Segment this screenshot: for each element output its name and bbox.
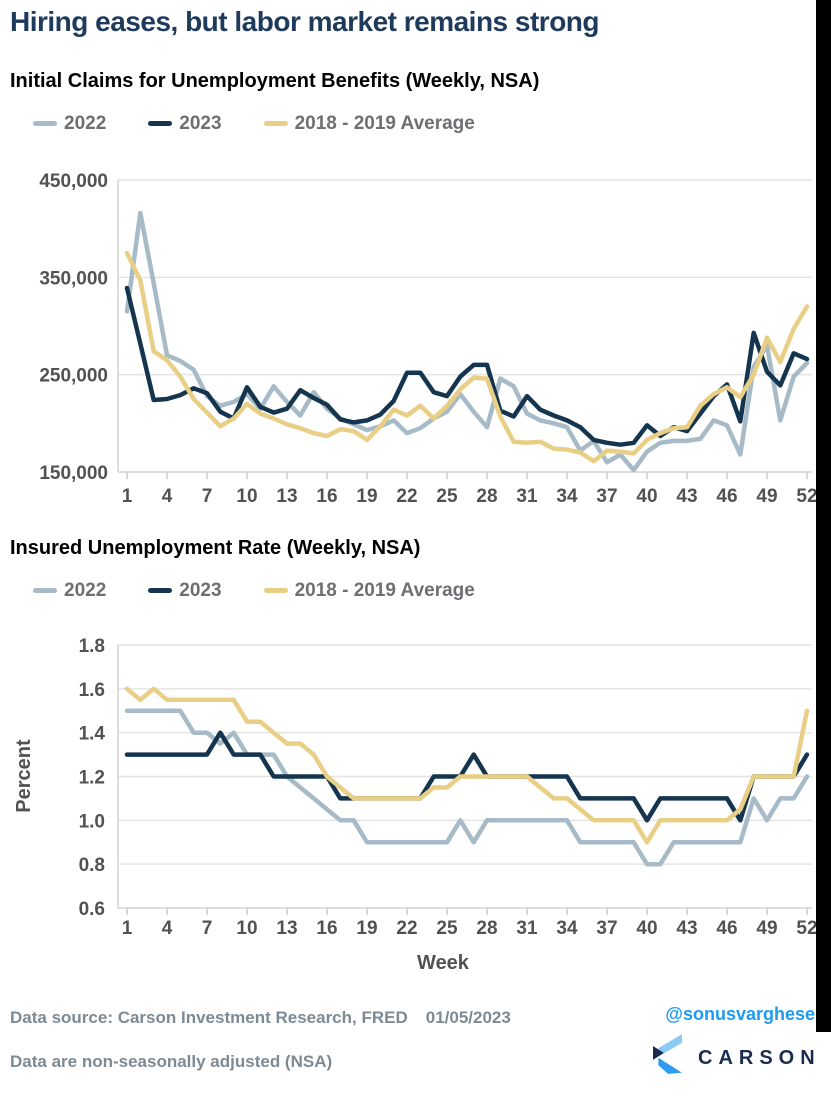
y-axis-title: Percent bbox=[13, 739, 35, 813]
carson-logo: CARSON bbox=[653, 1034, 821, 1074]
legend-item-2023: 2023 bbox=[148, 580, 222, 601]
x-axis-tick-label: 19 bbox=[356, 486, 377, 507]
x-axis-tick-label: 1 bbox=[122, 918, 133, 939]
legend-label-average: 2018 - 2019 Average bbox=[294, 113, 475, 134]
legend-swatch-2022 bbox=[33, 121, 57, 126]
x-axis-tick-label: 46 bbox=[716, 486, 737, 507]
legend-item-average: 2018 - 2019 Average bbox=[263, 113, 475, 134]
x-axis-tick-label: 40 bbox=[636, 918, 657, 939]
y-axis-tick-label: 1.4 bbox=[79, 724, 106, 745]
line-series-2018-2019Average bbox=[124, 686, 810, 845]
twitter-handle-link[interactable]: @sonusvarghese bbox=[665, 1004, 815, 1024]
x-axis-tick-label: 31 bbox=[516, 486, 538, 507]
legend-item-2023: 2023 bbox=[148, 113, 222, 134]
legend-item-2022: 2022 bbox=[33, 581, 106, 600]
line-series-2022 bbox=[124, 210, 810, 473]
y-axis-tick-label: 0.8 bbox=[79, 855, 105, 876]
legend-label-2022: 2022 bbox=[64, 113, 107, 134]
screen-edge-strip bbox=[816, 0, 831, 1032]
chart1-title: Initial Claims for Unemployment Benefits… bbox=[10, 70, 540, 92]
y-axis-tick-label: 1.6 bbox=[79, 680, 105, 701]
x-axis-tick-label: 13 bbox=[276, 918, 297, 939]
logo-facet-bottom bbox=[658, 1057, 682, 1074]
legend-label-2023: 2023 bbox=[179, 113, 222, 134]
legend-swatch-2023 bbox=[148, 588, 173, 593]
data-source-date: 01/05/2023 bbox=[425, 1008, 511, 1027]
page-title: Hiring eases, but labor market remains s… bbox=[10, 6, 600, 37]
legend-swatch-2022 bbox=[33, 588, 57, 593]
legend-item-2022: 2022 bbox=[33, 114, 106, 133]
legend-item-average: 2018 - 2019 Average bbox=[263, 580, 475, 601]
x-axis-tick-label: 43 bbox=[676, 486, 697, 507]
line-series-2023 bbox=[124, 730, 810, 823]
x-axis-tick-label: 34 bbox=[556, 918, 578, 939]
y-axis-tick-label: 250,000 bbox=[39, 366, 108, 387]
x-axis-tick-label: 22 bbox=[396, 918, 417, 939]
x-axis-tick-label: 46 bbox=[716, 918, 737, 939]
x-axis-tick-label: 49 bbox=[756, 486, 777, 507]
x-axis-tick-label: 34 bbox=[556, 486, 578, 507]
x-axis-tick-label: 25 bbox=[436, 486, 458, 507]
line-series-2023 bbox=[124, 285, 810, 447]
nsa-note: Data are non-seasonally adjusted (NSA) bbox=[10, 1052, 333, 1071]
y-axis-tick-label: 350,000 bbox=[39, 268, 108, 289]
x-axis-tick-label: 52 bbox=[796, 486, 817, 507]
x-axis-tick-label: 43 bbox=[676, 918, 697, 939]
carson-logo-icon bbox=[653, 1034, 682, 1074]
logo-facet-left bbox=[653, 1045, 664, 1060]
legend-label-2023: 2023 bbox=[179, 580, 222, 601]
y-axis-tick-label: 450,000 bbox=[39, 171, 108, 192]
chart1-legend: 2022 2023 2018 - 2019 Average bbox=[33, 114, 517, 133]
x-axis-tick-label: 28 bbox=[476, 918, 497, 939]
x-axis-tick-label: 22 bbox=[396, 486, 417, 507]
carson-logo-text: CARSON bbox=[698, 1046, 821, 1069]
x-axis-tick-label: 19 bbox=[356, 918, 377, 939]
x-axis-tick-label: 10 bbox=[236, 486, 257, 507]
legend-swatch-average bbox=[263, 121, 288, 126]
x-axis-tick-label: 10 bbox=[236, 918, 257, 939]
initial-claims-chart: 450,000 350,000 250,000 150,000 1 4 7 10 13 16 19 2… bbox=[39, 171, 817, 507]
insured-rate-chart: 1.8 1.6 1.4 1.2 1.0 0.8 0.6 1 4 7 10 13 16 19 22 25 28 31… bbox=[13, 636, 818, 974]
line-series-2022 bbox=[124, 708, 810, 867]
x-axis-tick-label: 28 bbox=[476, 486, 497, 507]
x-axis-tick-label: 40 bbox=[636, 486, 657, 507]
x-axis-tick-label: 25 bbox=[436, 918, 458, 939]
x-axis-tick-label: 4 bbox=[162, 918, 173, 939]
y-axis-tick-label: 1.8 bbox=[79, 636, 105, 657]
legend-label-average: 2018 - 2019 Average bbox=[294, 580, 475, 601]
x-axis-tick-label: 16 bbox=[316, 486, 337, 507]
y-axis-tick-label: 1.0 bbox=[79, 811, 105, 832]
legend-swatch-2023 bbox=[148, 121, 173, 126]
x-axis-tick-label: 37 bbox=[596, 918, 617, 939]
x-axis-title: Week bbox=[417, 952, 470, 974]
x-axis-tick-label: 16 bbox=[316, 918, 337, 939]
y-axis-tick-label: 1.2 bbox=[79, 768, 105, 789]
y-axis-tick-label: 150,000 bbox=[39, 463, 108, 484]
x-axis-tick-label: 7 bbox=[202, 918, 213, 939]
x-axis-tick-label: 37 bbox=[596, 486, 617, 507]
line-series-2018-2019Average bbox=[124, 250, 810, 464]
y-axis-tick-label: 0.6 bbox=[79, 899, 105, 920]
x-axis-tick-label: 7 bbox=[202, 486, 213, 507]
x-axis-tick-label: 4 bbox=[162, 486, 173, 507]
chart2-legend: 2022 2023 2018 - 2019 Average bbox=[33, 581, 517, 600]
chart2-title: Insured Unemployment Rate (Weekly, NSA) bbox=[10, 537, 421, 559]
data-source-note: Data source: Carson Investment Research,… bbox=[10, 1008, 511, 1028]
legend-swatch-average bbox=[263, 588, 288, 593]
x-axis-tick-label: 49 bbox=[756, 918, 777, 939]
x-axis-tick-label: 31 bbox=[516, 918, 538, 939]
x-axis-tick-label: 52 bbox=[796, 918, 817, 939]
legend-label-2022: 2022 bbox=[64, 580, 107, 601]
x-axis-tick-label: 1 bbox=[122, 486, 133, 507]
x-axis-tick-label: 13 bbox=[276, 486, 297, 507]
data-source-text: Data source: Carson Investment Research,… bbox=[10, 1008, 408, 1027]
logo-facet-top bbox=[658, 1034, 682, 1057]
